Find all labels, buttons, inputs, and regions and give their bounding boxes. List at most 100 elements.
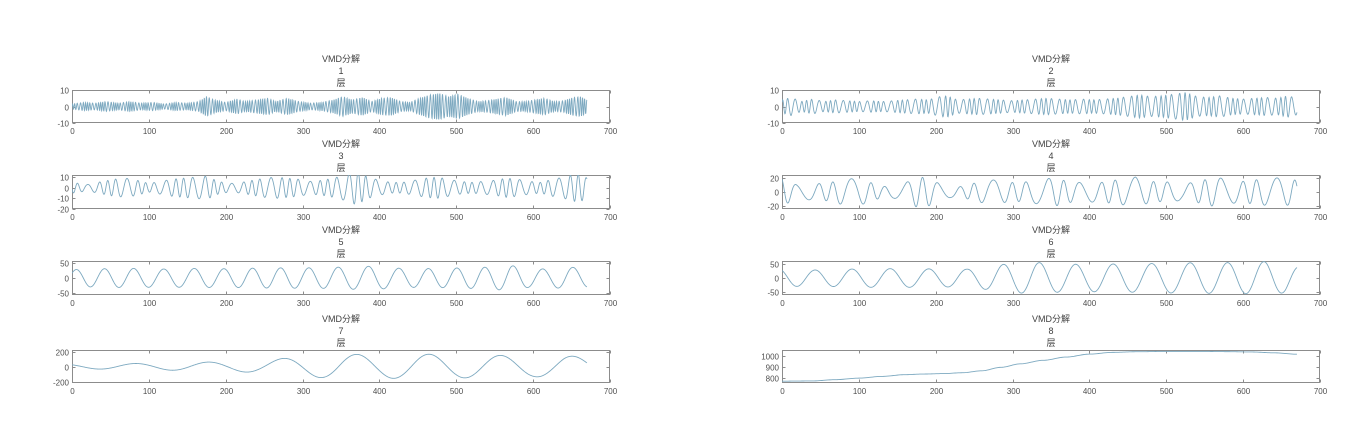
subplot-title-unit: 层 <box>336 78 346 88</box>
x-tick-label: 0 <box>780 213 785 222</box>
axis-box <box>72 175 610 209</box>
x-tick-label: 700 <box>1314 127 1328 136</box>
x-tick-label: 500 <box>1160 387 1174 396</box>
x-tick-label: 700 <box>604 299 618 308</box>
x-tick-label: 0 <box>70 299 75 308</box>
x-tick-label: 100 <box>853 299 867 308</box>
y-tick-label: 50 <box>770 261 779 270</box>
x-tick-label: 500 <box>1160 127 1174 136</box>
x-tick-label: 100 <box>853 127 867 136</box>
signal-line <box>72 353 588 379</box>
y-tick-label: 50 <box>60 260 69 269</box>
subplot-title-layer: 3 <box>338 151 344 161</box>
x-tick-label: 100 <box>143 387 157 396</box>
subplot-title-unit: 层 <box>1046 163 1056 173</box>
x-tick-label: 0 <box>780 127 785 136</box>
y-tick-label: -10 <box>767 120 779 129</box>
x-tick-label: 500 <box>450 299 464 308</box>
x-tick-label: 0 <box>70 387 75 396</box>
x-tick-label: 700 <box>1314 213 1328 222</box>
signal-line <box>782 176 1298 208</box>
x-tick-label: 700 <box>1314 387 1328 396</box>
x-tick-label: 0 <box>70 127 75 136</box>
x-tick-label: 700 <box>604 387 618 396</box>
subplot-title: VMD分解 4 层 <box>782 138 1320 174</box>
x-tick-label: 300 <box>297 127 311 136</box>
signal-line <box>72 175 588 205</box>
y-tick-label: 20 <box>770 175 779 184</box>
subplot-title-text: VMD分解 <box>1032 225 1070 235</box>
subplot-title-layer: 5 <box>338 237 344 247</box>
y-tick-label: 0 <box>775 104 780 113</box>
y-tick-label: 900 <box>766 364 780 373</box>
subplot-title: VMD分解 7 层 <box>72 313 610 349</box>
x-tick-label: 200 <box>220 299 234 308</box>
y-tick-label: -20 <box>767 203 779 212</box>
y-tick-label: -200 <box>53 379 70 388</box>
subplot-title-layer: 8 <box>1048 326 1054 336</box>
x-tick-label: 600 <box>1237 213 1251 222</box>
signal-line <box>72 93 588 120</box>
x-tick-label: 0 <box>780 299 785 308</box>
y-tick-label: 0 <box>65 275 70 284</box>
subplot-title-text: VMD分解 <box>322 225 360 235</box>
subplot-title-layer: 4 <box>1048 151 1054 161</box>
x-tick-label: 500 <box>450 387 464 396</box>
y-tick-label: 800 <box>766 375 780 384</box>
x-tick-label: 600 <box>527 127 541 136</box>
x-tick-label: 700 <box>604 213 618 222</box>
axis-box <box>782 350 1320 383</box>
x-tick-label: 400 <box>373 213 387 222</box>
subplot-canvas: 0 100 200 300 400 500 600 700 1000 900 800 <box>761 350 1328 396</box>
x-tick-label: 0 <box>780 387 785 396</box>
subplot-title: VMD分解 5 层 <box>72 224 610 260</box>
x-tick-label: 100 <box>143 213 157 222</box>
y-tick-label: 0 <box>65 185 70 194</box>
axis-box <box>72 90 610 123</box>
x-tick-label: 500 <box>1160 299 1174 308</box>
y-tick-label: -10 <box>57 195 69 204</box>
subplot-title-unit: 层 <box>1046 249 1056 259</box>
subplot-title: VMD分解 1 层 <box>72 53 610 89</box>
x-tick-label: 300 <box>1007 299 1021 308</box>
x-tick-label: 200 <box>930 127 944 136</box>
axis-box <box>782 261 1320 295</box>
x-tick-label: 400 <box>1083 127 1097 136</box>
x-tick-label: 700 <box>1314 299 1328 308</box>
x-tick-label: 200 <box>930 213 944 222</box>
x-tick-label: 400 <box>373 387 387 396</box>
subplot-title-unit: 层 <box>336 338 346 348</box>
y-tick-label: 10 <box>770 87 779 96</box>
axis-box <box>72 350 610 383</box>
subplot-title-text: VMD分解 <box>322 314 360 324</box>
y-tick-label: 0 <box>65 364 70 373</box>
y-tick-label: 10 <box>60 87 69 96</box>
x-tick-label: 300 <box>297 299 311 308</box>
y-tick-label: 0 <box>775 189 780 198</box>
subplot-title-text: VMD分解 <box>1032 314 1070 324</box>
y-tick-label: -50 <box>767 289 779 298</box>
subplot-title: VMD分解 8 层 <box>782 313 1320 349</box>
subplot-title-layer: 6 <box>1048 237 1054 247</box>
x-tick-label: 500 <box>450 213 464 222</box>
x-tick-label: 200 <box>930 299 944 308</box>
x-tick-label: 400 <box>1083 213 1097 222</box>
x-tick-label: 600 <box>527 213 541 222</box>
x-tick-label: 600 <box>1237 387 1251 396</box>
x-tick-label: 100 <box>143 299 157 308</box>
x-tick-label: 400 <box>373 299 387 308</box>
signal-line <box>782 261 1298 295</box>
axis-box <box>782 90 1320 123</box>
subplot-title-text: VMD分解 <box>322 54 360 64</box>
axis-box <box>72 261 610 295</box>
x-tick-label: 500 <box>450 127 464 136</box>
x-tick-label: 400 <box>1083 387 1097 396</box>
x-tick-label: 100 <box>143 127 157 136</box>
subplot-title-unit: 层 <box>336 249 346 259</box>
y-tick-label: 0 <box>775 275 780 284</box>
subplot-title-text: VMD分解 <box>322 139 360 149</box>
